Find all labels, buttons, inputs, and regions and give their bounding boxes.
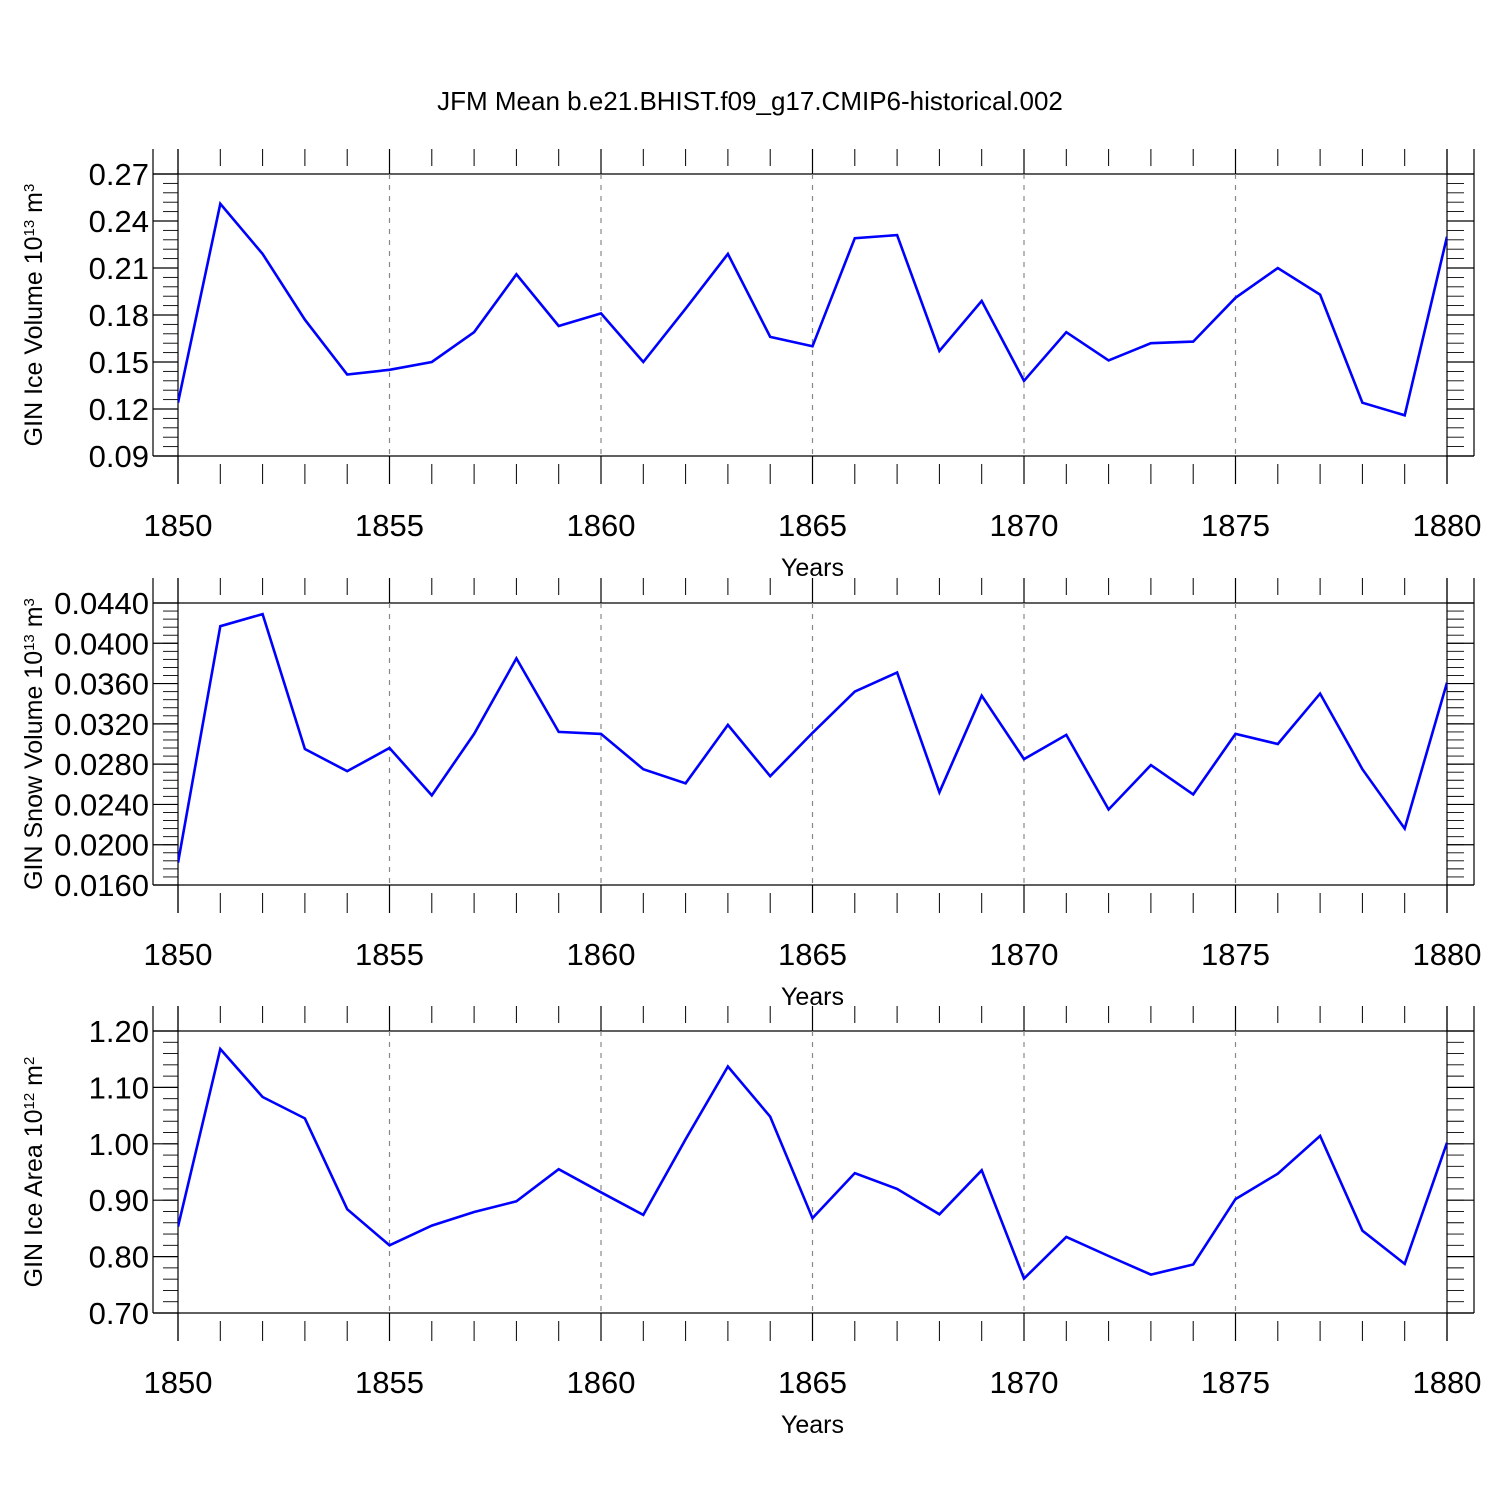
y-axis-label-text: GIN Ice Area 10 [20, 1109, 48, 1287]
figure-title: JFM Mean b.e21.BHIST.f09_g17.CMIP6-histo… [437, 86, 1063, 116]
y-tick-label: 0.0320 [54, 707, 149, 742]
chart-panel-3: 1850 1855 1860 1865 1870 1875 1880 0.70 0.80 0.90… [20, 1006, 1481, 1439]
x-tick-label: 1860 [567, 508, 636, 543]
chart-panel-1: 1850 1855 1860 1865 1870 1875 1880 0.09 0.12 0.15… [20, 149, 1481, 582]
x-tick-label: 1855 [355, 1365, 424, 1400]
y-axis-label-text: m [20, 192, 48, 220]
x-tick-label: 1870 [990, 1365, 1059, 1400]
x-tick-label: 1875 [1201, 508, 1270, 543]
y-axis-label-exponent: 2 [21, 1057, 38, 1065]
y-axis-label: GIN Snow Volume 1013 m3 [20, 598, 48, 890]
x-tick-label: 1865 [778, 1365, 847, 1400]
series-line [178, 200, 1447, 417]
y-tick-label: 0.21 [89, 251, 149, 286]
x-tick-label: 1860 [567, 937, 636, 972]
y-axis-label-text: m [20, 606, 48, 634]
x-tick-label: 1855 [355, 508, 424, 543]
x-tick-label: 1875 [1201, 1365, 1270, 1400]
y-tick-label: 0.15 [89, 345, 149, 380]
y-tick-label: 0.27 [89, 157, 149, 192]
x-tick-label: 1865 [778, 937, 847, 972]
y-tick-label: 1.20 [89, 1014, 149, 1049]
x-tick-label: 1875 [1201, 937, 1270, 972]
x-tick-label: 1865 [778, 508, 847, 543]
axis-lines [152, 1006, 1475, 1341]
x-tick-label: 1850 [144, 1365, 213, 1400]
y-tick-label: 0.0360 [54, 667, 149, 702]
y-tick-label: 0.0400 [54, 626, 149, 661]
chart-panel-2: 1850 1855 1860 1865 1870 1875 1880 0.0160 0.0200… [20, 578, 1481, 1011]
y-axis-label-exponent: 13 [21, 634, 38, 651]
x-tick-label: 1850 [144, 508, 213, 543]
y-tick-label: 0.70 [89, 1296, 149, 1331]
y-axis-label-text: GIN Ice Volume 10 [20, 236, 48, 446]
axis-lines [152, 578, 1475, 913]
y-tick-label: 0.0160 [54, 868, 149, 903]
x-tick-label: 1850 [144, 937, 213, 972]
x-axis-label: Years [781, 1411, 844, 1439]
x-tick-label: 1870 [990, 508, 1059, 543]
series-line [178, 612, 1447, 864]
x-tick-label: 1880 [1413, 1365, 1482, 1400]
y-axis-label-exponent: 3 [21, 184, 38, 192]
y-tick-label: 1.00 [89, 1127, 149, 1162]
x-tick-label: 1880 [1413, 937, 1482, 972]
y-axis-label: GIN Ice Area 1012 m2 [20, 1057, 48, 1288]
x-tick-label: 1880 [1413, 508, 1482, 543]
panels: 1850 1855 1860 1865 1870 1875 1880 0.09 0.12 0.15… [20, 149, 1481, 1439]
y-tick-label: 1.10 [89, 1070, 149, 1105]
x-tick-label: 1870 [990, 937, 1059, 972]
y-tick-label: 0.90 [89, 1183, 149, 1218]
y-tick-label: 0.80 [89, 1240, 149, 1275]
x-tick-label: 1860 [567, 1365, 636, 1400]
series-line [178, 1046, 1447, 1281]
y-tick-label: 0.0200 [54, 828, 149, 863]
y-axis-label-exponent: 12 [21, 1093, 38, 1110]
y-axis-label: GIN Ice Volume 1013 m3 [20, 184, 48, 447]
y-tick-label: 0.18 [89, 298, 149, 333]
y-axis-label-text: m [20, 1065, 48, 1093]
x-axis-label: Years [781, 554, 844, 582]
y-axis-label-exponent: 13 [21, 220, 38, 237]
y-tick-label: 0.0280 [54, 747, 149, 782]
y-axis-label-exponent: 3 [21, 598, 38, 606]
y-tick-label: 0.0440 [54, 586, 149, 621]
y-tick-label: 0.0240 [54, 787, 149, 822]
y-tick-label: 0.09 [89, 439, 149, 474]
y-axis-label-text: GIN Snow Volume 10 [20, 651, 48, 890]
y-tick-label: 0.12 [89, 392, 149, 427]
y-tick-label: 0.24 [89, 204, 149, 239]
axis-lines [152, 149, 1475, 484]
x-tick-label: 1855 [355, 937, 424, 972]
